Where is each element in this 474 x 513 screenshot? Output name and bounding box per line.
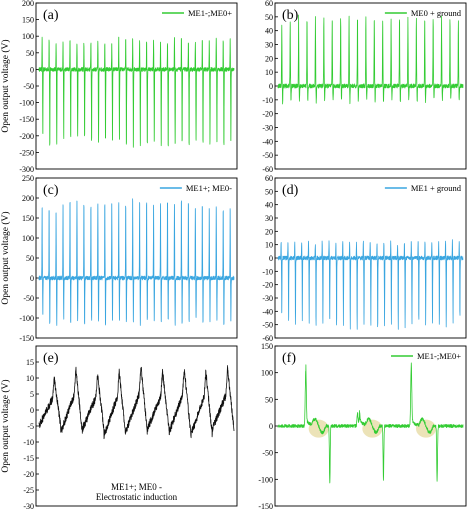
y-tick-label-c: 250 — [22, 174, 34, 183]
legend-label-a: ME1-;ME0+ — [188, 8, 232, 18]
y-tick-label-f: 50 — [265, 395, 273, 404]
y-axis-title-c: Open output voltage (V) — [0, 211, 11, 304]
y-tick-label-c: -150 — [19, 334, 34, 343]
y-tick-label-c: 0 — [30, 274, 34, 283]
y-tick-label-f: 0 — [269, 422, 273, 431]
plot-frame-c — [35, 177, 238, 339]
legend-label-c: ME1+; ME0- — [186, 183, 232, 193]
panel-f: -150 -100 -50 0 50 100 150 (f) ME1-;ME0+ — [258, 342, 467, 511]
y-tick-label-e: 10 — [26, 374, 34, 383]
panel-label-d: (d) — [282, 183, 299, 198]
y-tick-label-e: -10 — [23, 438, 34, 447]
y-tick-label-c: 200 — [22, 194, 34, 203]
y-tick-label-b: -50 — [262, 151, 273, 160]
series-line-d — [277, 239, 464, 330]
y-tick-label-b: 0 — [269, 82, 273, 91]
panel-a: -300 -250 -200 -150 -100 -50 0 50 100 150 200 Open … — [0, 0, 238, 174]
panel-label-e: (e) — [43, 351, 59, 366]
y-tick-label-f: -150 — [258, 502, 273, 511]
y-tick-label-e: -30 — [23, 502, 34, 511]
y-tick-label-b: -60 — [262, 165, 273, 174]
y-tick-label-a: -300 — [19, 165, 34, 174]
y-tick-label-c: 50 — [26, 254, 34, 263]
y-tick-label-a: -200 — [19, 132, 34, 141]
y-tick-label-a: 150 — [22, 16, 34, 25]
y-tick-label-b: 40 — [265, 27, 273, 36]
y-axis-title-e: Open output voltage (V) — [0, 379, 11, 472]
plot-frame-a — [35, 2, 238, 170]
y-tick-label-d: -50 — [262, 321, 273, 330]
y-tick-label-d: 0 — [269, 254, 273, 263]
series-line-b — [277, 14, 464, 105]
y-tick-label-b: 60 — [265, 0, 273, 8]
panel-b: -60 -50 -40 -30 -20 -10 0 10 20 30 40 50 60 (b) ME0 + … — [262, 0, 467, 174]
y-tick-label-b: -30 — [262, 124, 273, 133]
y-tick-label-a: 200 — [22, 0, 34, 8]
series-line-f — [277, 362, 464, 484]
y-tick-label-b: -10 — [262, 96, 273, 105]
y-tick-label-c: -100 — [19, 314, 34, 323]
legend-label-f: ME1-;ME0+ — [417, 351, 461, 361]
y-tick-label-c: -50 — [23, 294, 34, 303]
y-tick-label-d: 20 — [265, 227, 273, 236]
legend-label-d: ME1 + ground — [411, 183, 462, 193]
y-tick-label-e: -15 — [23, 454, 34, 463]
y-tick-label-d: 60 — [265, 174, 273, 183]
highlight-circle — [362, 419, 383, 438]
y-tick-label-b: -40 — [262, 137, 273, 146]
y-tick-label-e: 5 — [30, 390, 34, 399]
y-tick-label-a: 100 — [22, 32, 34, 41]
y-tick-label-e: -25 — [23, 486, 34, 495]
y-tick-label-b: -20 — [262, 110, 273, 119]
y-tick-label-d: -10 — [262, 267, 273, 276]
y-tick-label-c: 150 — [22, 214, 34, 223]
y-tick-label-a: 0 — [30, 65, 34, 74]
y-tick-label-b: 10 — [265, 68, 273, 77]
y-tick-label-b: 20 — [265, 54, 273, 63]
y-tick-label-c: 100 — [22, 234, 34, 243]
y-tick-label-a: 50 — [26, 49, 34, 58]
y-tick-label-e: 15 — [26, 358, 34, 367]
y-tick-label-d: -40 — [262, 307, 273, 316]
y-tick-label-d: 30 — [265, 214, 273, 223]
panel-label-c: (c) — [43, 183, 59, 198]
y-tick-label-d: 10 — [265, 241, 273, 250]
y-tick-label-d: -30 — [262, 294, 273, 303]
y-tick-label-f: -100 — [258, 475, 273, 484]
panel-label-b: (b) — [282, 8, 299, 23]
panel-d: -60 -50 -40 -30 -20 -10 0 10 20 30 40 50 60 (d) ME1 + … — [262, 174, 467, 343]
y-tick-label-f: 150 — [261, 342, 273, 351]
panel-c: -150 -100 -50 0 50 100 150 200 250 Open output vo… — [0, 174, 238, 343]
y-tick-label-d: -60 — [262, 334, 273, 343]
y-tick-label-d: 50 — [265, 187, 273, 196]
series-line-c — [38, 198, 235, 326]
y-tick-label-a: -50 — [23, 82, 34, 91]
annotation-text: ME1+; ME0 - — [111, 482, 162, 492]
y-tick-label-b: 50 — [265, 13, 273, 22]
y-tick-label-f: -50 — [262, 449, 273, 458]
y-tick-label-a: -100 — [19, 99, 34, 108]
y-tick-label-a: -250 — [19, 148, 34, 157]
y-tick-label-f: 100 — [261, 369, 273, 378]
legend-label-b: ME0 + ground — [411, 8, 462, 18]
y-axis-title-a: Open output voltage (V) — [0, 39, 11, 132]
y-tick-label-a: -150 — [19, 115, 34, 124]
annotation-text: Electrostatic induction — [96, 492, 178, 502]
series-line-a — [38, 36, 235, 148]
y-tick-label-e: 0 — [30, 406, 34, 415]
highlight-circle — [416, 419, 436, 438]
panel-label-a: (a) — [43, 8, 59, 23]
y-tick-label-d: 40 — [265, 201, 273, 210]
panel-label-f: (f) — [282, 351, 296, 366]
y-tick-label-e: -20 — [23, 470, 34, 479]
series-line-e — [38, 365, 235, 440]
panel-e: -30 -25 -20 -15 -10 -5 0 5 10 15 Open output volta… — [0, 345, 238, 511]
y-tick-label-b: 30 — [265, 41, 273, 50]
y-tick-label-e: -5 — [27, 422, 34, 431]
y-tick-label-d: -20 — [262, 281, 273, 290]
